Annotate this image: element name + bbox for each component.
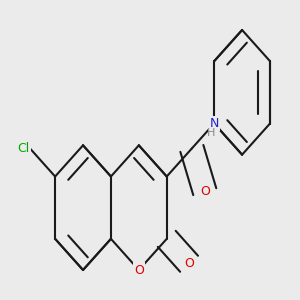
Text: O: O	[134, 263, 144, 277]
Text: Cl: Cl	[18, 142, 30, 155]
Text: O: O	[200, 185, 210, 198]
Text: H: H	[207, 128, 216, 137]
Text: N: N	[209, 117, 219, 130]
Text: O: O	[184, 257, 194, 270]
